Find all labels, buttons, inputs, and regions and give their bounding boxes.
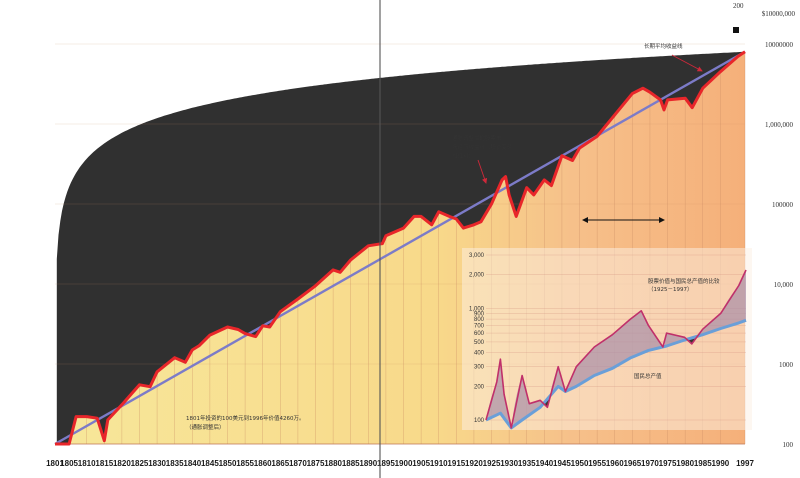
inset-y-tick-7: 800 bbox=[474, 317, 485, 323]
x-tick-1925: 1925 bbox=[483, 459, 501, 468]
y-tick-10000000: 10000000 bbox=[765, 41, 794, 49]
inset-y-tick-2: 300 bbox=[474, 365, 485, 371]
x-tick-1905: 1905 bbox=[412, 459, 430, 468]
annotation-inset-title-line-0: 股票价值与国民总产值的比较 bbox=[648, 277, 720, 285]
inset-y-tick-10: 2,000 bbox=[469, 273, 485, 279]
annotation-long-run-line-0: 长期平均收益线 bbox=[644, 42, 683, 50]
x-tick-1850: 1850 bbox=[219, 459, 237, 468]
x-tick-1855: 1855 bbox=[236, 459, 254, 468]
annotation-investment-line-0: 1801年投资的100美元到1996年价值4260万。 bbox=[186, 414, 305, 422]
gnp-line bbox=[485, 318, 747, 430]
x-tick-1940: 1940 bbox=[535, 459, 553, 468]
x-tick-1810: 1810 bbox=[78, 459, 96, 468]
y-tick-100: 100 bbox=[783, 441, 794, 449]
x-tick-1830: 1830 bbox=[148, 459, 166, 468]
y-tick-100000: 100000 bbox=[772, 201, 794, 209]
x-tick-1945: 1945 bbox=[553, 459, 571, 468]
y-tick-1000000: 1,000,000 bbox=[765, 121, 794, 129]
x-tick-1825: 1825 bbox=[131, 459, 149, 468]
inset-y-tick-11: 3,000 bbox=[469, 253, 485, 259]
x-tick-1920: 1920 bbox=[465, 459, 483, 468]
stock-value-line bbox=[485, 269, 747, 429]
long-run-average-line bbox=[54, 50, 746, 446]
page-number: 200 bbox=[733, 2, 744, 10]
x-tick-1985: 1985 bbox=[694, 459, 712, 468]
inset-y-tick-9: 1,000 bbox=[469, 306, 485, 312]
x-tick-1820: 1820 bbox=[113, 459, 131, 468]
x-tick-1955: 1955 bbox=[588, 459, 606, 468]
x-tick-1845: 1845 bbox=[201, 459, 219, 468]
x-tick-1895: 1895 bbox=[377, 459, 395, 468]
x-tick-1860: 1860 bbox=[254, 459, 272, 468]
inset-y-tick-0: 100 bbox=[474, 418, 485, 424]
inset-y-tick-4: 500 bbox=[474, 340, 485, 346]
x-tick-1915: 1915 bbox=[447, 459, 465, 468]
x-tick-1960: 1960 bbox=[606, 459, 624, 468]
inset-y-tick-3: 400 bbox=[474, 351, 485, 357]
inset-y-tick-1: 200 bbox=[474, 384, 485, 390]
x-tick-1935: 1935 bbox=[518, 459, 536, 468]
x-tick-1840: 1840 bbox=[183, 459, 201, 468]
x-tick-1880: 1880 bbox=[324, 459, 342, 468]
x-tick-1885: 1885 bbox=[342, 459, 360, 468]
annotation-return-line-line-0: 通胀调整后的股票市 bbox=[452, 134, 502, 142]
x-tick-1997: 1997 bbox=[736, 459, 754, 468]
y-top-label: $10000,000 bbox=[762, 10, 796, 18]
annotation-inset-title-line-1: （1925－1997） bbox=[648, 286, 693, 293]
x-tick-1815: 1815 bbox=[95, 459, 113, 468]
annotation-return-line-line-1: 场经济收益线（股价变动 bbox=[452, 143, 513, 151]
x-tick-1900: 1900 bbox=[395, 459, 413, 468]
annotation-return-line-line-2: 加红利） bbox=[452, 152, 474, 160]
inset-y-tick-6: 700 bbox=[474, 324, 485, 330]
x-tick-1970: 1970 bbox=[641, 459, 659, 468]
x-tick-1835: 1835 bbox=[166, 459, 184, 468]
x-tick-1875: 1875 bbox=[307, 459, 325, 468]
x-tick-1965: 1965 bbox=[623, 459, 641, 468]
corner-marker bbox=[733, 27, 739, 33]
x-tick-1890: 1890 bbox=[359, 459, 377, 468]
x-tick-1910: 1910 bbox=[430, 459, 448, 468]
x-tick-1990: 1990 bbox=[711, 459, 729, 468]
x-tick-1865: 1865 bbox=[271, 459, 289, 468]
y-tick-1000: 1000 bbox=[779, 361, 794, 369]
x-tick-1805: 1805 bbox=[60, 459, 78, 468]
x-tick-1980: 1980 bbox=[676, 459, 694, 468]
y-tick-10000: 10,000 bbox=[774, 281, 794, 289]
annotation-investment-line-1: （通胀调整后） bbox=[186, 423, 225, 431]
arrow-long-run bbox=[671, 54, 703, 72]
x-tick-1801: 1801 bbox=[46, 459, 64, 468]
inset-y-tick-8: 900 bbox=[474, 311, 485, 317]
series-lines bbox=[54, 50, 746, 446]
x-tick-1930: 1930 bbox=[500, 459, 518, 468]
inset-y-tick-5: 600 bbox=[474, 331, 485, 337]
x-tick-1975: 1975 bbox=[659, 459, 677, 468]
x-tick-1950: 1950 bbox=[571, 459, 589, 468]
x-tick-1870: 1870 bbox=[289, 459, 307, 468]
annotation-gnp-line-0: 国民总产值 bbox=[634, 372, 662, 380]
stock-return-line bbox=[55, 50, 746, 446]
arrow-return-line bbox=[477, 159, 488, 184]
